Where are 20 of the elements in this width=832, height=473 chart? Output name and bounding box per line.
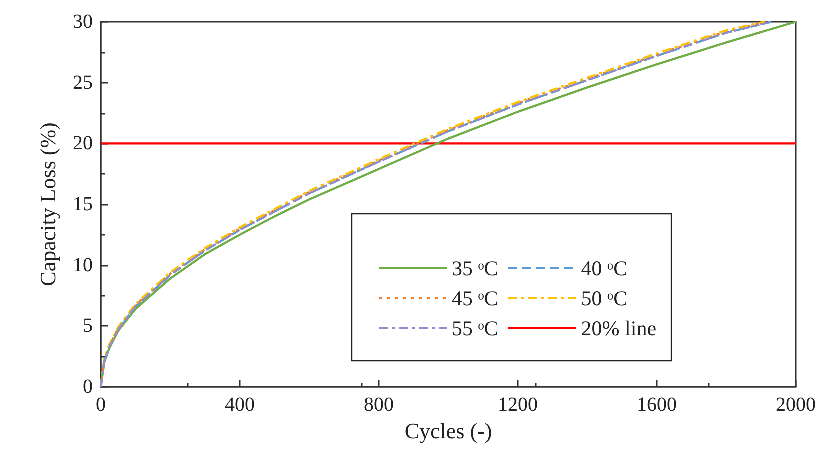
x-tick-label: 400 xyxy=(225,394,255,416)
y-tick-label: 10 xyxy=(73,254,93,276)
y-axis-title: Capacity Loss (%) xyxy=(36,122,60,286)
y-tick-label: 30 xyxy=(73,11,93,33)
y-tick-label: 25 xyxy=(73,72,93,94)
x-tick-label: 2000 xyxy=(776,394,816,416)
legend-label: 40 ᵒC xyxy=(581,256,628,280)
y-tick-label: 20 xyxy=(73,132,93,155)
x-tick-label: 1600 xyxy=(637,394,677,416)
x-axis-title: Cycles (-) xyxy=(404,418,492,444)
legend-label: 55 ᵒC xyxy=(452,316,498,340)
x-tick-label: 800 xyxy=(364,394,394,416)
x-tick-label: 1200 xyxy=(498,394,538,416)
legend-label: 35 ᵒC xyxy=(452,256,498,280)
legend-label: 20% line xyxy=(581,316,657,340)
legend-label: 45 ᵒC xyxy=(452,286,498,310)
y-tick-label: 15 xyxy=(73,194,93,216)
y-tick-label: 0 xyxy=(83,376,93,398)
y-tick-label: 5 xyxy=(83,315,93,338)
legend-label: 50 ᵒC xyxy=(581,286,628,310)
